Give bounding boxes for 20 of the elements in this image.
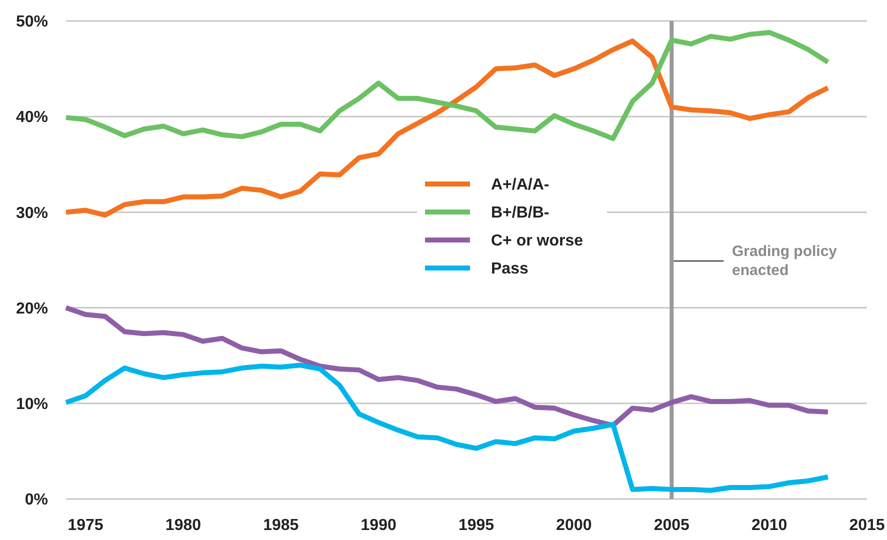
x-tick-label: 1975 (68, 517, 104, 534)
y-tick-label: 40% (16, 109, 48, 126)
legend-label: Pass (491, 260, 528, 278)
y-tick-label: 10% (16, 396, 48, 413)
y-tick-label: 0% (24, 492, 48, 509)
x-tick-label: 2010 (752, 517, 788, 534)
y-tick-label: 50% (16, 14, 48, 31)
x-tick-label: 1990 (360, 517, 396, 534)
x-tick-label: 1980 (165, 517, 202, 534)
x-tick-label: 2000 (556, 517, 592, 534)
y-tick-label: 30% (16, 204, 48, 222)
x-tick-label: 1985 (263, 517, 299, 534)
x-tick-label: 2005 (654, 517, 690, 534)
ref-line-label: Grading policy enacted (732, 243, 838, 279)
x-tick-label: 2015 (849, 517, 885, 534)
legend-label: A+/A/A- (491, 176, 550, 194)
legend-label: C+ or worse (491, 232, 584, 250)
y-tick-label: 20% (16, 300, 48, 318)
x-tick-label: 1995 (458, 517, 494, 534)
legend-label: B+/B/B- (491, 204, 550, 222)
